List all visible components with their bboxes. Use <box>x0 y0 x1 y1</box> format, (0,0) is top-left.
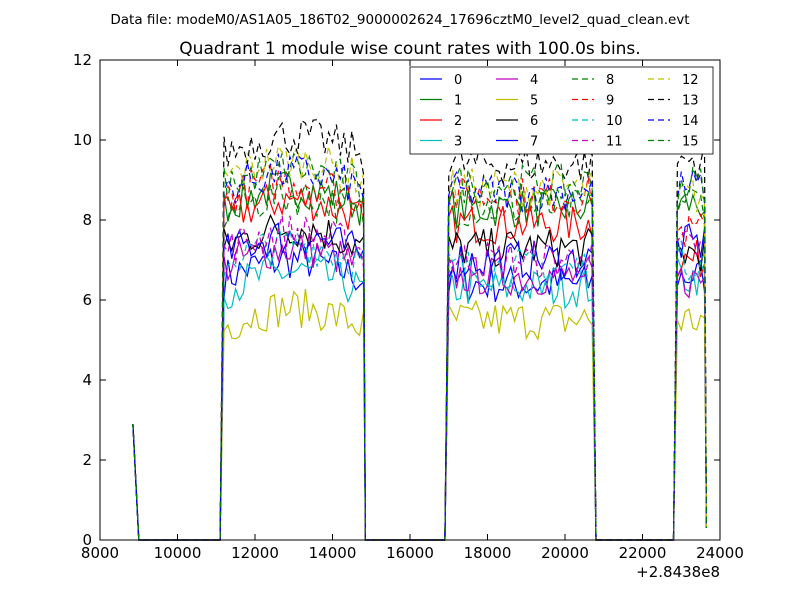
legend-label-3: 3 <box>454 135 462 150</box>
x-tick-label: 12000 <box>231 544 279 562</box>
legend-label-13: 13 <box>682 94 699 109</box>
x-axis: 8000 10000 12000 14000 16000 18000 20000 22000 2… <box>81 60 744 562</box>
series-line-15 <box>132 152 707 541</box>
x-tick-label: 8000 <box>81 544 119 562</box>
legend-label-8: 8 <box>606 73 614 88</box>
legend-label-2: 2 <box>454 114 462 129</box>
series-line-5 <box>132 288 707 541</box>
series-line-12 <box>132 144 707 541</box>
series-line-2 <box>132 183 707 541</box>
series-line-6 <box>132 213 707 541</box>
chart-title: Quadrant 1 module wise count rates with … <box>179 39 640 59</box>
legend-label-15: 15 <box>682 135 699 150</box>
series-lines <box>132 119 707 541</box>
y-tick-label: 6 <box>82 291 92 309</box>
series-line-14 <box>132 153 707 541</box>
legend-label-7: 7 <box>530 135 538 150</box>
y-tick-label: 10 <box>73 131 92 149</box>
y-tick-label: 8 <box>82 211 92 229</box>
legend-label-14: 14 <box>682 114 699 129</box>
series-line-4 <box>132 232 707 541</box>
legend-label-12: 12 <box>682 73 699 88</box>
legend-label-6: 6 <box>530 114 538 129</box>
y-tick-label: 4 <box>82 371 92 389</box>
x-tick-label: 24000 <box>696 544 744 562</box>
series-line-7 <box>132 222 707 541</box>
x-tick-label: 18000 <box>464 544 512 562</box>
series-line-0 <box>132 242 707 541</box>
legend-box <box>409 66 714 155</box>
x-tick-label: 14000 <box>309 544 357 562</box>
x-tick-label: 16000 <box>386 544 434 562</box>
x-tick-label: 22000 <box>619 544 667 562</box>
y-tick-label: 2 <box>82 451 92 469</box>
figure-suptitle: Data file: modeM0/AS1A05_186T02_90000026… <box>110 12 689 28</box>
series-line-1 <box>132 171 707 541</box>
series-line-3 <box>132 255 707 541</box>
y-tick-label: 0 <box>82 531 92 549</box>
legend-label-9: 9 <box>606 94 614 109</box>
x-axis-offset-label: +2.8438e8 <box>636 563 720 581</box>
legend-label-10: 10 <box>606 114 623 129</box>
x-tick-label: 10000 <box>154 544 202 562</box>
series-line-8 <box>132 176 707 541</box>
legend-label-1: 1 <box>454 94 462 109</box>
legend-label-5: 5 <box>530 94 538 109</box>
legend-label-4: 4 <box>530 73 538 88</box>
series-line-11 <box>132 215 707 541</box>
legend-label-11: 11 <box>606 135 623 150</box>
y-tick-label: 12 <box>73 51 92 69</box>
legend-label-0: 0 <box>454 73 462 88</box>
x-tick-label: 20000 <box>541 544 589 562</box>
